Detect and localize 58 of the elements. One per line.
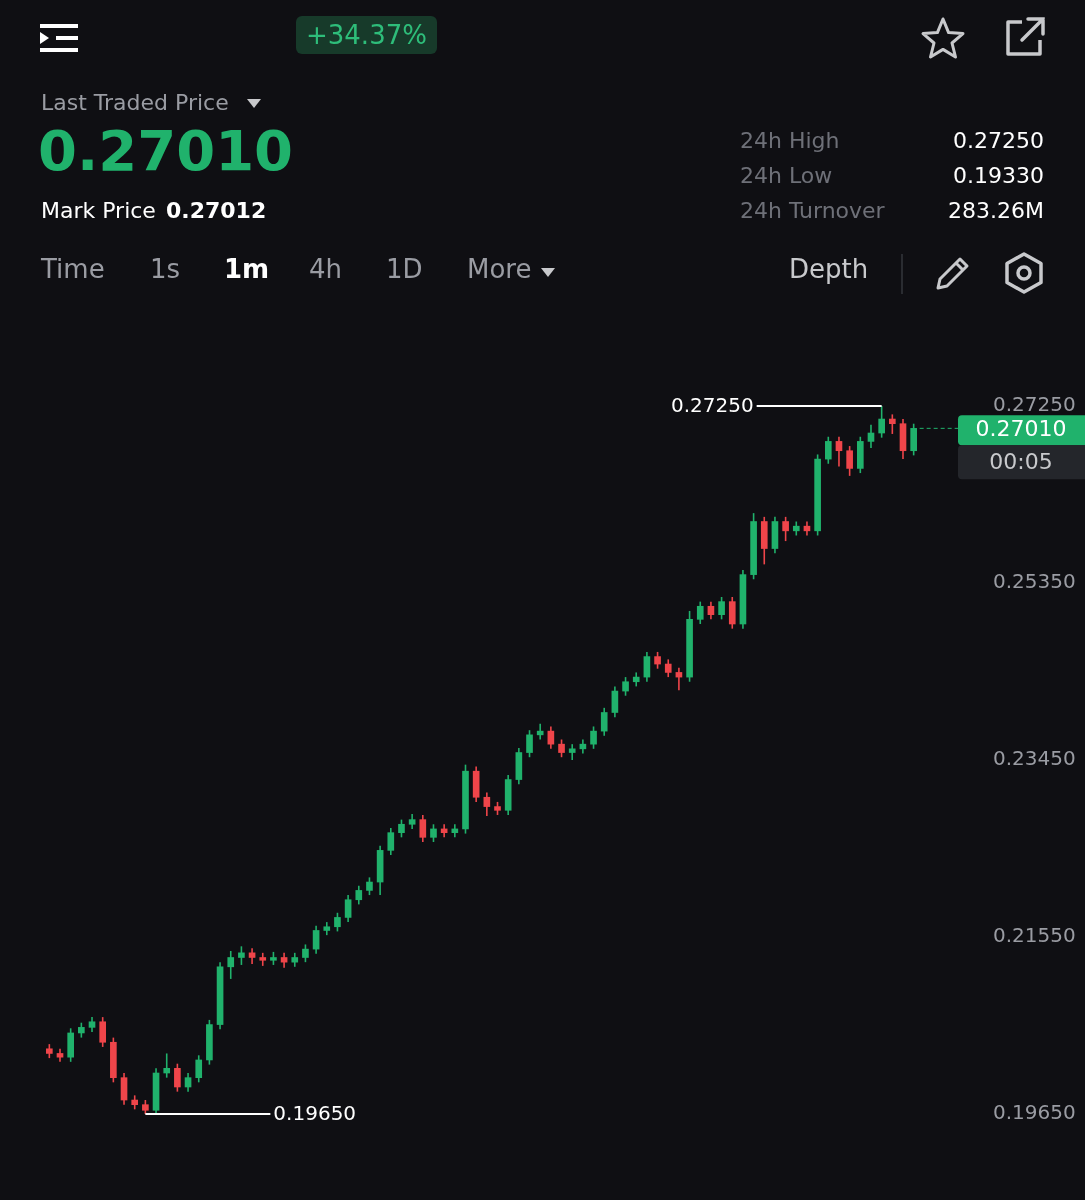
y-tick-label: 0.25350 <box>993 569 1076 594</box>
candlestick <box>99 1016 107 1048</box>
ref-line-label: 0.27010 <box>975 416 1067 442</box>
candlestick <box>782 516 789 542</box>
text: 1D <box>386 254 423 284</box>
candlestick <box>334 911 341 933</box>
candlestick <box>622 676 629 697</box>
text: 00:05 <box>989 449 1053 475</box>
candlestick <box>184 1072 192 1093</box>
candlestick <box>163 1052 171 1079</box>
candlestick <box>824 435 832 465</box>
text: +34.37% <box>296 16 437 54</box>
candlestick <box>344 894 352 923</box>
candlestick <box>387 827 395 856</box>
text: Mark Price <box>41 198 156 223</box>
candlestick <box>888 413 896 435</box>
candlestick <box>910 422 917 457</box>
candlestick <box>600 707 608 737</box>
y-tick-label: 0.23450 <box>993 746 1076 771</box>
text: 4h <box>309 254 343 284</box>
candlestick <box>419 814 427 843</box>
text: 24h Turnover <box>740 198 885 223</box>
y-tick-label: 0.21550 <box>993 923 1076 948</box>
candlestick <box>867 423 875 449</box>
text: 0.19330 <box>953 163 1044 188</box>
text: 24h High <box>740 128 840 153</box>
candlestick <box>195 1054 203 1084</box>
candlestick <box>590 725 597 750</box>
text: 0.27250 <box>953 128 1044 153</box>
y-tick-label: 0.19650 <box>993 1100 1076 1125</box>
text: Depth <box>789 254 869 284</box>
candlestick <box>355 884 363 906</box>
text: More <box>467 254 532 284</box>
text: 0.27012 <box>166 198 267 223</box>
candlestick <box>227 950 235 980</box>
candlestick <box>483 791 491 817</box>
candlestick <box>611 685 619 718</box>
candlestick <box>174 1062 181 1093</box>
text: 283.26M <box>948 198 1044 223</box>
candlestick <box>878 405 885 439</box>
candlestick <box>526 729 533 759</box>
annotation: 0.27250 <box>670 393 754 418</box>
candlestick <box>238 945 245 966</box>
candlestick <box>835 435 843 468</box>
y-tick-label: 0.27250 <box>993 392 1076 417</box>
text: 1s <box>150 254 181 284</box>
candlestick <box>718 596 725 621</box>
candlestick <box>120 1072 128 1106</box>
candlestick <box>846 445 853 477</box>
annotation: 0.19650 <box>273 1101 357 1126</box>
candlestick <box>728 596 736 630</box>
text: Time <box>41 254 105 284</box>
text: 0.27010 <box>38 118 294 183</box>
candlestick <box>696 600 704 625</box>
candlestick <box>536 722 544 741</box>
text: 24h Low <box>740 163 833 188</box>
text: 1m <box>224 254 270 284</box>
text: Last Traded Price <box>41 90 229 115</box>
